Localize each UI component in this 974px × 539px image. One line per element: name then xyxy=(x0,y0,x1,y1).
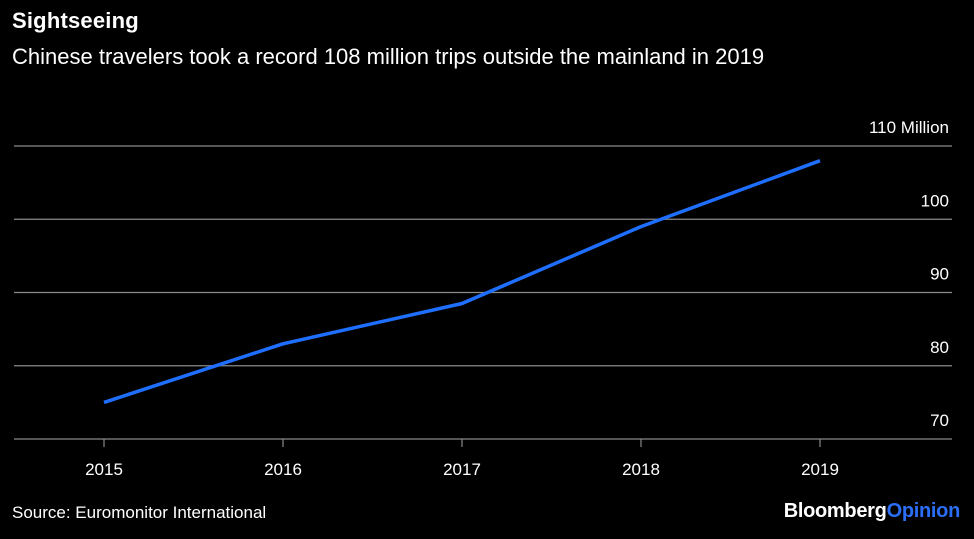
series-line xyxy=(103,159,821,405)
chart-title: Sightseeing xyxy=(12,8,139,33)
x-tick-label: 2018 xyxy=(622,460,660,479)
x-tick-label: 2015 xyxy=(85,460,123,479)
brand-main: Bloomberg xyxy=(783,500,887,522)
y-tick-label: 90 xyxy=(930,265,949,284)
brand-logo: BloombergOpinion xyxy=(783,500,961,523)
y-tick-label: 80 xyxy=(930,338,949,357)
source-note: Source: Euromonitor International xyxy=(12,503,267,522)
x-tick-label: 2017 xyxy=(443,460,481,479)
y-tick-label: 70 xyxy=(930,411,949,430)
y-tick-label: 100 xyxy=(921,191,949,210)
brand-accent: Opinion xyxy=(886,500,961,522)
x-tick-label: 2016 xyxy=(264,460,302,479)
chart-subtitle: Chinese travelers took a record 108 mill… xyxy=(12,44,765,69)
x-tick-label: 2019 xyxy=(801,460,839,479)
y-tick-label: 110 Million xyxy=(869,118,949,137)
